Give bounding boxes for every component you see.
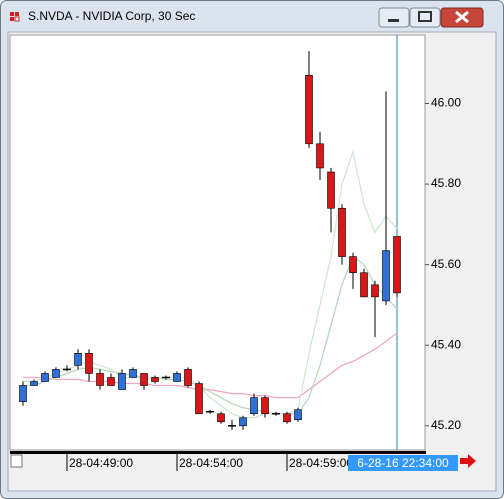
plot-area	[9, 34, 426, 451]
candle-body	[41, 373, 49, 382]
candle-body	[184, 369, 192, 386]
window-title: S.NVDA - NVIDIA Corp, 30 Sec	[28, 9, 195, 23]
x-tick-label: 28-04:59:00	[289, 456, 353, 470]
candle-body	[140, 373, 148, 386]
candle-body	[371, 284, 379, 298]
candle-body	[52, 369, 60, 378]
candle-body	[118, 373, 126, 390]
minimize-button[interactable]	[378, 7, 410, 28]
y-tick-label: 45.40	[431, 337, 461, 351]
x-tick-label: 28-04:54:00	[179, 456, 243, 470]
candle-body	[283, 413, 291, 423]
candle-body	[30, 381, 38, 386]
candle-body	[151, 377, 159, 382]
scroll-arrow[interactable]	[460, 454, 476, 468]
candle-body	[393, 236, 401, 294]
y-tick-label: 46.00	[431, 96, 461, 110]
candle-body	[96, 373, 104, 386]
candle-body	[261, 397, 269, 415]
candle-body	[19, 385, 27, 402]
moving-average-line	[23, 332, 398, 399]
y-tick-label: 45.80	[431, 176, 461, 190]
close-button[interactable]	[440, 7, 484, 28]
candle-body	[382, 250, 390, 302]
candle-body	[74, 353, 82, 366]
crosshair-label-bg	[348, 455, 458, 471]
candle-body	[294, 409, 302, 421]
x-tick-label: 28-04:49:00	[69, 456, 133, 470]
y-tick-label: 45.20	[431, 418, 461, 432]
y-tick-label: 45.60	[431, 257, 461, 271]
candle-body	[316, 143, 324, 169]
candle-body	[195, 383, 203, 415]
candle-body	[327, 171, 335, 209]
candle-body	[85, 353, 93, 374]
candle-body	[217, 413, 225, 423]
candle-body	[250, 397, 258, 415]
crosshair-label: 6-28-16 22:34:00	[357, 456, 449, 470]
checkbox[interactable]	[10, 454, 23, 468]
maximize-button[interactable]	[409, 7, 441, 28]
candle-body	[239, 417, 247, 427]
candle-body	[338, 207, 346, 257]
candle-body	[107, 377, 115, 386]
candle-body	[173, 373, 181, 382]
app-icon	[10, 12, 20, 22]
candle-body	[349, 256, 357, 274]
candle-body	[360, 272, 368, 298]
candle-body	[129, 369, 137, 378]
candle-body	[305, 74, 313, 145]
axis-bar	[10, 451, 426, 454]
